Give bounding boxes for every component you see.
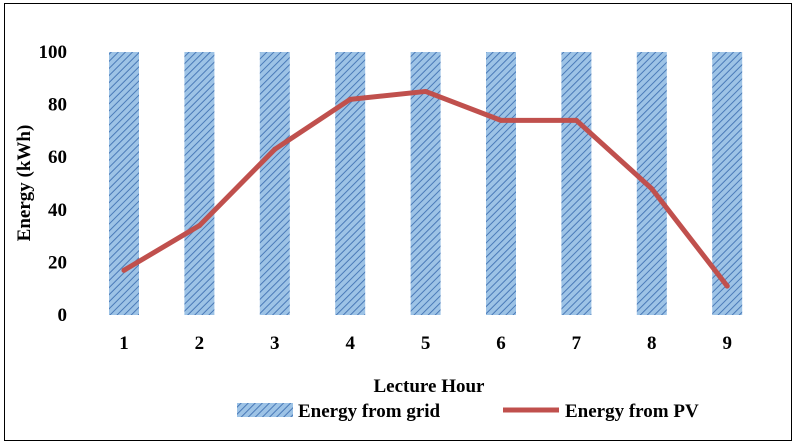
bars-group: [109, 52, 743, 315]
bar-grid-4: [335, 52, 366, 315]
x-axis-title: Lecture Hour: [374, 376, 486, 397]
point-pv-6: [498, 117, 504, 123]
point-pv-1: [121, 267, 127, 273]
y-tick-label: 40: [48, 200, 67, 221]
bar-grid-8: [636, 52, 667, 315]
x-tick-label: 1: [119, 333, 129, 354]
x-tick-labels: 1 2 3 4 5 6 7 8 9: [119, 333, 732, 354]
y-tick-label: 100: [39, 42, 68, 63]
y-tick-labels: 0 20 40 60 80 100: [39, 42, 68, 326]
y-axis-title: Energy (kWh): [14, 125, 35, 242]
x-tick-label: 6: [496, 333, 506, 354]
point-pv-3: [272, 146, 278, 152]
bar-grid-6: [486, 52, 516, 315]
legend-swatch-grid: [237, 403, 293, 417]
point-pv-4: [347, 96, 353, 102]
y-tick-label: 60: [48, 147, 67, 168]
point-pv-7: [573, 117, 579, 123]
y-tick-label: 20: [48, 252, 67, 273]
point-pv-5: [423, 88, 429, 94]
y-tick-label: 0: [58, 305, 68, 326]
bar-grid-7: [561, 52, 592, 315]
bar-grid-3: [259, 52, 290, 315]
x-tick-label: 3: [270, 333, 280, 354]
legend-label-pv: Energy from PV: [565, 401, 699, 422]
x-tick-label: 9: [722, 333, 732, 354]
x-tick-label: 7: [572, 333, 582, 354]
point-pv-9: [724, 283, 730, 289]
bar-grid-2: [184, 52, 215, 315]
x-tick-label: 4: [345, 333, 355, 354]
point-pv-2: [196, 223, 202, 229]
x-tick-label: 2: [195, 333, 205, 354]
line-group: [121, 88, 730, 289]
x-tick-label: 5: [421, 333, 431, 354]
y-tick-label: 80: [48, 95, 67, 116]
bar-grid-1: [109, 52, 139, 315]
point-pv-8: [649, 186, 655, 192]
x-tick-label: 8: [647, 333, 657, 354]
legend-label-grid: Energy from grid: [298, 401, 441, 422]
legend: Energy from grid Energy from PV: [237, 401, 699, 422]
